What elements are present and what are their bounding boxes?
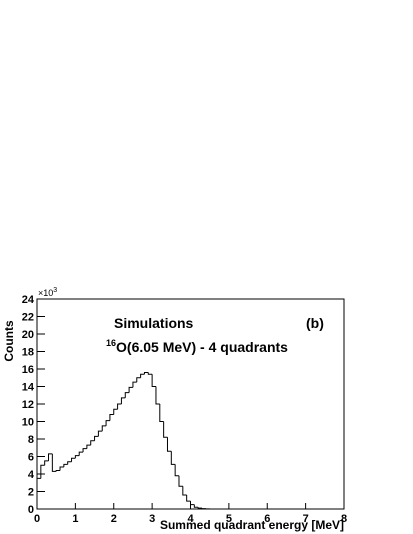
y-tick-label: 0: [28, 504, 34, 516]
histogram-bin: [51, 453, 57, 472]
histogram-bin: [86, 444, 91, 449]
histogram-bin: [140, 373, 145, 378]
x-tick-label: 1: [72, 513, 78, 525]
y-multiplier-exponent: 3: [53, 287, 57, 294]
histogram-bin: [186, 495, 191, 502]
histogram-bin: [124, 392, 130, 398]
y-multiplier-base: ×10: [38, 288, 53, 298]
histogram-bin: [155, 386, 160, 405]
histogram-bin: [147, 372, 153, 375]
x-tick-label: 6: [264, 513, 270, 525]
histogram-bin: [143, 372, 149, 375]
histogram-bin: [71, 457, 76, 462]
x-tick-label: 8: [341, 513, 347, 525]
histogram-bin: [197, 507, 203, 509]
histogram-bin: [182, 486, 187, 496]
histogram-bin: [117, 403, 122, 410]
y-tick-label: 22: [22, 312, 34, 324]
histogram-bin: [36, 477, 41, 509]
subtitle: 16O(6.05 MeV) - 4 quadrants: [106, 338, 288, 355]
y-tick-label: 8: [28, 434, 34, 446]
y-tick-label: 4: [28, 469, 35, 481]
y-tick-label: 18: [22, 347, 34, 359]
y-tick-label: 2: [28, 487, 34, 499]
histogram-bin: [109, 414, 114, 421]
x-tick-label: 7: [303, 513, 309, 525]
y-tick-label: 24: [22, 294, 35, 306]
histogram-bin: [163, 421, 168, 438]
y-tick-label: 16: [22, 364, 34, 376]
y-tick-label: 20: [22, 329, 34, 341]
histogram-bin: [67, 461, 72, 465]
x-tick-label: 2: [111, 513, 117, 525]
histogram-bin: [159, 404, 164, 422]
histogram-bin: [78, 451, 84, 456]
histogram-bin: [55, 470, 61, 472]
subtitle-superscript: 16: [106, 338, 116, 348]
histogram-bin: [174, 464, 179, 477]
histogram-bin: [63, 463, 68, 467]
x-tick-label: 4: [187, 513, 194, 525]
histogram-bin: [101, 425, 107, 432]
x-tick-label: 0: [34, 513, 40, 525]
histogram-bin: [48, 453, 53, 461]
subtitle-text: O(6.05 MeV) - 4 quadrants: [116, 339, 288, 355]
y-tick-label: 6: [28, 452, 34, 464]
histogram-bin: [94, 435, 99, 441]
x-tick-label: 5: [226, 513, 232, 525]
x-axis-label: Summed quadrant energy [MeV]: [160, 518, 344, 532]
histogram-bin: [170, 451, 176, 465]
title: Simulations: [114, 315, 194, 331]
histogram-bin: [190, 501, 195, 506]
histogram-bin: [40, 464, 45, 479]
y-multiplier: ×103: [38, 287, 57, 298]
histogram-bin: [82, 448, 87, 453]
histogram-bin: [193, 504, 199, 508]
histogram-bin: [97, 430, 103, 437]
y-tick-label: 10: [22, 417, 34, 429]
histogram-bin: [128, 386, 133, 393]
y-tick-label: 14: [22, 382, 35, 394]
histogram-bin: [105, 420, 110, 426]
histogram-bin: [132, 381, 137, 388]
histogram-bin: [74, 455, 80, 459]
histogram-bin: [113, 408, 118, 415]
x-tick-label: 3: [149, 513, 155, 525]
histogram-bin: [90, 440, 95, 446]
panel-label: (b): [306, 315, 324, 331]
histogram-bin: [166, 437, 172, 452]
histogram-bin: [178, 475, 183, 487]
y-tick-label: 12: [22, 399, 34, 411]
histogram-bin: [59, 466, 64, 471]
histogram-bin: [136, 377, 141, 383]
y-axis-label: Counts: [2, 320, 16, 362]
histogram-bin: [120, 397, 126, 404]
histogram-bin: [44, 460, 49, 466]
histogram-bin: [151, 374, 156, 387]
